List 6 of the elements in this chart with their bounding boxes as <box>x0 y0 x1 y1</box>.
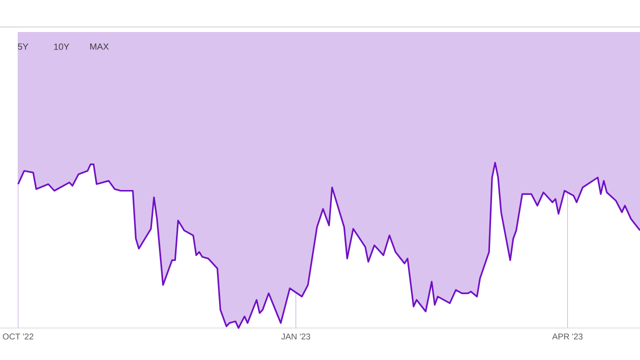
x-tick-label: APR '23 <box>552 334 583 340</box>
text: 10Y <box>54 44 70 50</box>
text: MAX <box>90 44 109 50</box>
x-tick-label: JAN '23 <box>281 334 310 340</box>
text: 5Y <box>18 44 28 50</box>
x-tick-label: OCT '22 <box>2 334 34 340</box>
